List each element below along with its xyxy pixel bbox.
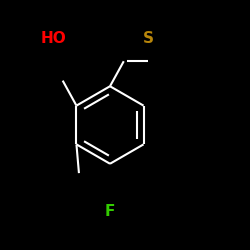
Text: S: S: [143, 31, 154, 46]
Text: F: F: [105, 204, 115, 219]
Text: HO: HO: [41, 31, 66, 46]
